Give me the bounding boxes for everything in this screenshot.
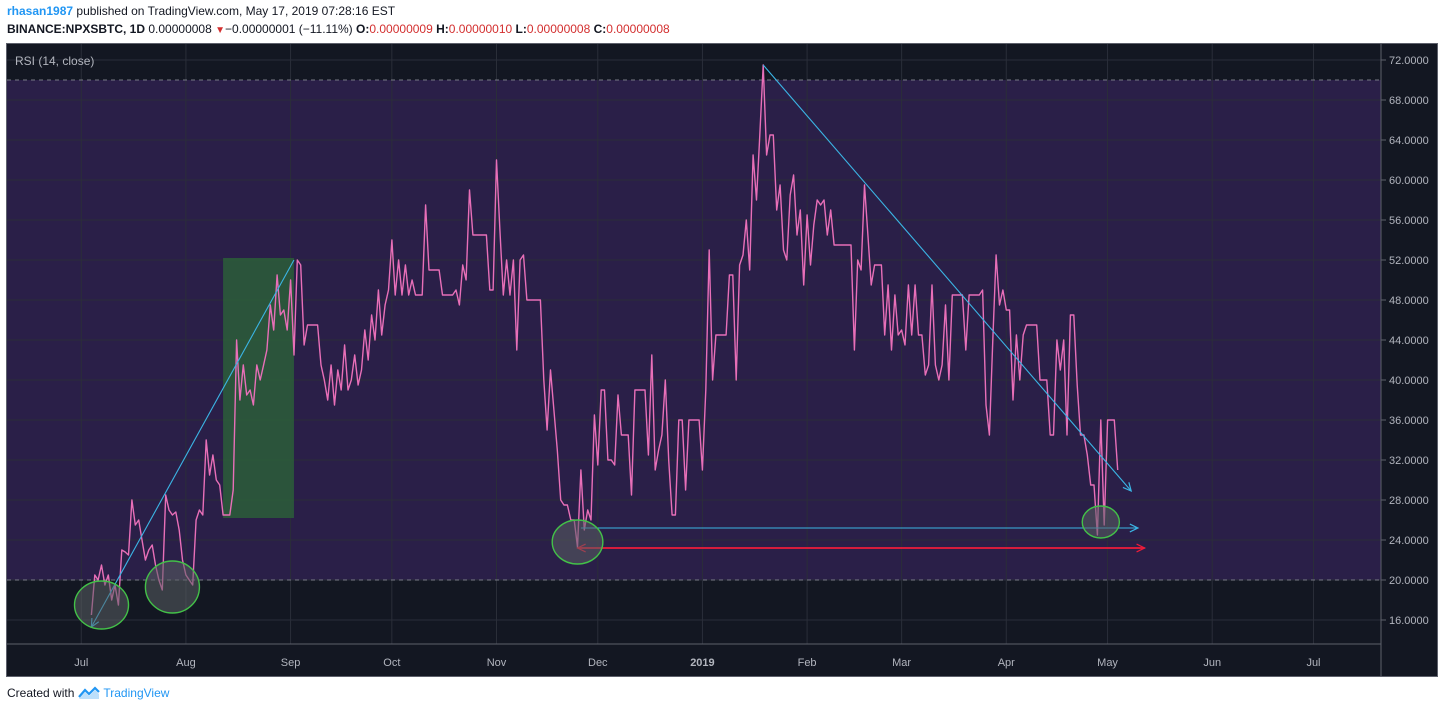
y-tick-label: 28.0000 [1389, 495, 1429, 507]
marks-layer [90, 64, 1119, 616]
author-link[interactable]: rhasan1987 [7, 4, 74, 18]
y-tick-label: 56.0000 [1389, 215, 1429, 227]
indicator-label[interactable]: RSI (14, close) [15, 54, 94, 68]
trend-line [90, 259, 295, 628]
open-label: O: [356, 22, 370, 36]
support-arrowhead-right [1136, 543, 1147, 553]
x-tick-label: Jul [74, 657, 88, 669]
publish-header: rhasan1987 published on TradingView.com,… [7, 4, 395, 18]
y-tick-label: 20.0000 [1389, 575, 1429, 587]
x-tick-label: Sep [281, 657, 301, 669]
y-tick-label: 32.0000 [1389, 455, 1429, 467]
x-tick-label: Apr [998, 657, 1015, 669]
highlight-circle [144, 560, 201, 614]
low-value: 0.00000008 [526, 22, 591, 36]
high-value: 0.00000010 [448, 22, 513, 36]
high-label: H: [436, 22, 449, 36]
y-tick-label: 68.0000 [1389, 95, 1429, 107]
footer: Created with TradingView [7, 686, 169, 700]
y-tick-label: 60.0000 [1389, 175, 1429, 187]
highlight-circle [1081, 505, 1121, 539]
trend-arrowhead [1122, 482, 1133, 493]
highlight-circle [73, 580, 130, 630]
x-tick-label: Dec [588, 657, 608, 669]
x-tick-label: Jun [1203, 657, 1221, 669]
y-tick-label: 72.0000 [1389, 55, 1429, 67]
down-triangle-icon: ▼ [215, 25, 226, 36]
y-tick-label: 64.0000 [1389, 135, 1429, 147]
y-tick-label: 44.0000 [1389, 335, 1429, 347]
close-label: C: [593, 22, 607, 36]
rsi-chart[interactable]: 16.0000 20.0000 24.0000 28.0000 32.0000 36.00… [7, 44, 1437, 676]
published-text: published on TradingView.com, May 17, 20… [76, 4, 396, 18]
x-tick-label: Jul [1306, 657, 1320, 669]
y-tick-label: 48.0000 [1389, 295, 1429, 307]
x-tick-label: May [1097, 657, 1118, 669]
price-axis[interactable]: 16.0000 20.0000 24.0000 28.0000 32.0000 36.00… [1381, 55, 1429, 627]
x-tick-label: Oct [383, 657, 400, 669]
tradingview-brand-link[interactable]: TradingView [103, 686, 170, 700]
overbought-oversold-band [7, 80, 1381, 580]
tradingview-logo-icon[interactable] [78, 686, 101, 700]
time-axis[interactable]: Jul Aug Sep Oct Nov Dec 2019 Feb Mar Apr May Jun Jul [74, 657, 1320, 669]
open-value: 0.00000009 [369, 22, 433, 36]
x-tick-label: Nov [487, 657, 507, 669]
symbol-label: BINANCE:NPXSBTC, 1D [7, 22, 146, 36]
y-tick-label: 16.0000 [1389, 615, 1429, 627]
y-tick-label: 24.0000 [1389, 535, 1429, 547]
rsi-line [90, 64, 1119, 616]
highlight-circle [551, 519, 604, 565]
drawings-layer[interactable] [73, 64, 1147, 630]
x-tick-label: Feb [798, 657, 817, 669]
y-tick-label: 52.0000 [1389, 255, 1429, 267]
price-change: −0.00000001 (−11.11%) [225, 22, 353, 36]
trend-line [762, 64, 1132, 492]
trend-arrowhead [1129, 523, 1140, 533]
low-label: L: [515, 22, 527, 36]
x-tick-label: Mar [892, 657, 911, 669]
close-value: 0.00000008 [606, 22, 670, 36]
last-price: 0.00000008 [148, 22, 212, 36]
y-tick-label: 40.0000 [1389, 375, 1429, 387]
y-tick-label: 36.0000 [1389, 415, 1429, 427]
created-with-text: Created with [7, 686, 75, 700]
x-tick-label: 2019 [690, 657, 714, 669]
x-tick-label: Aug [176, 657, 196, 669]
symbol-header: BINANCE:NPXSBTC, 1D 0.00000008 ▼−0.00000… [7, 22, 670, 36]
